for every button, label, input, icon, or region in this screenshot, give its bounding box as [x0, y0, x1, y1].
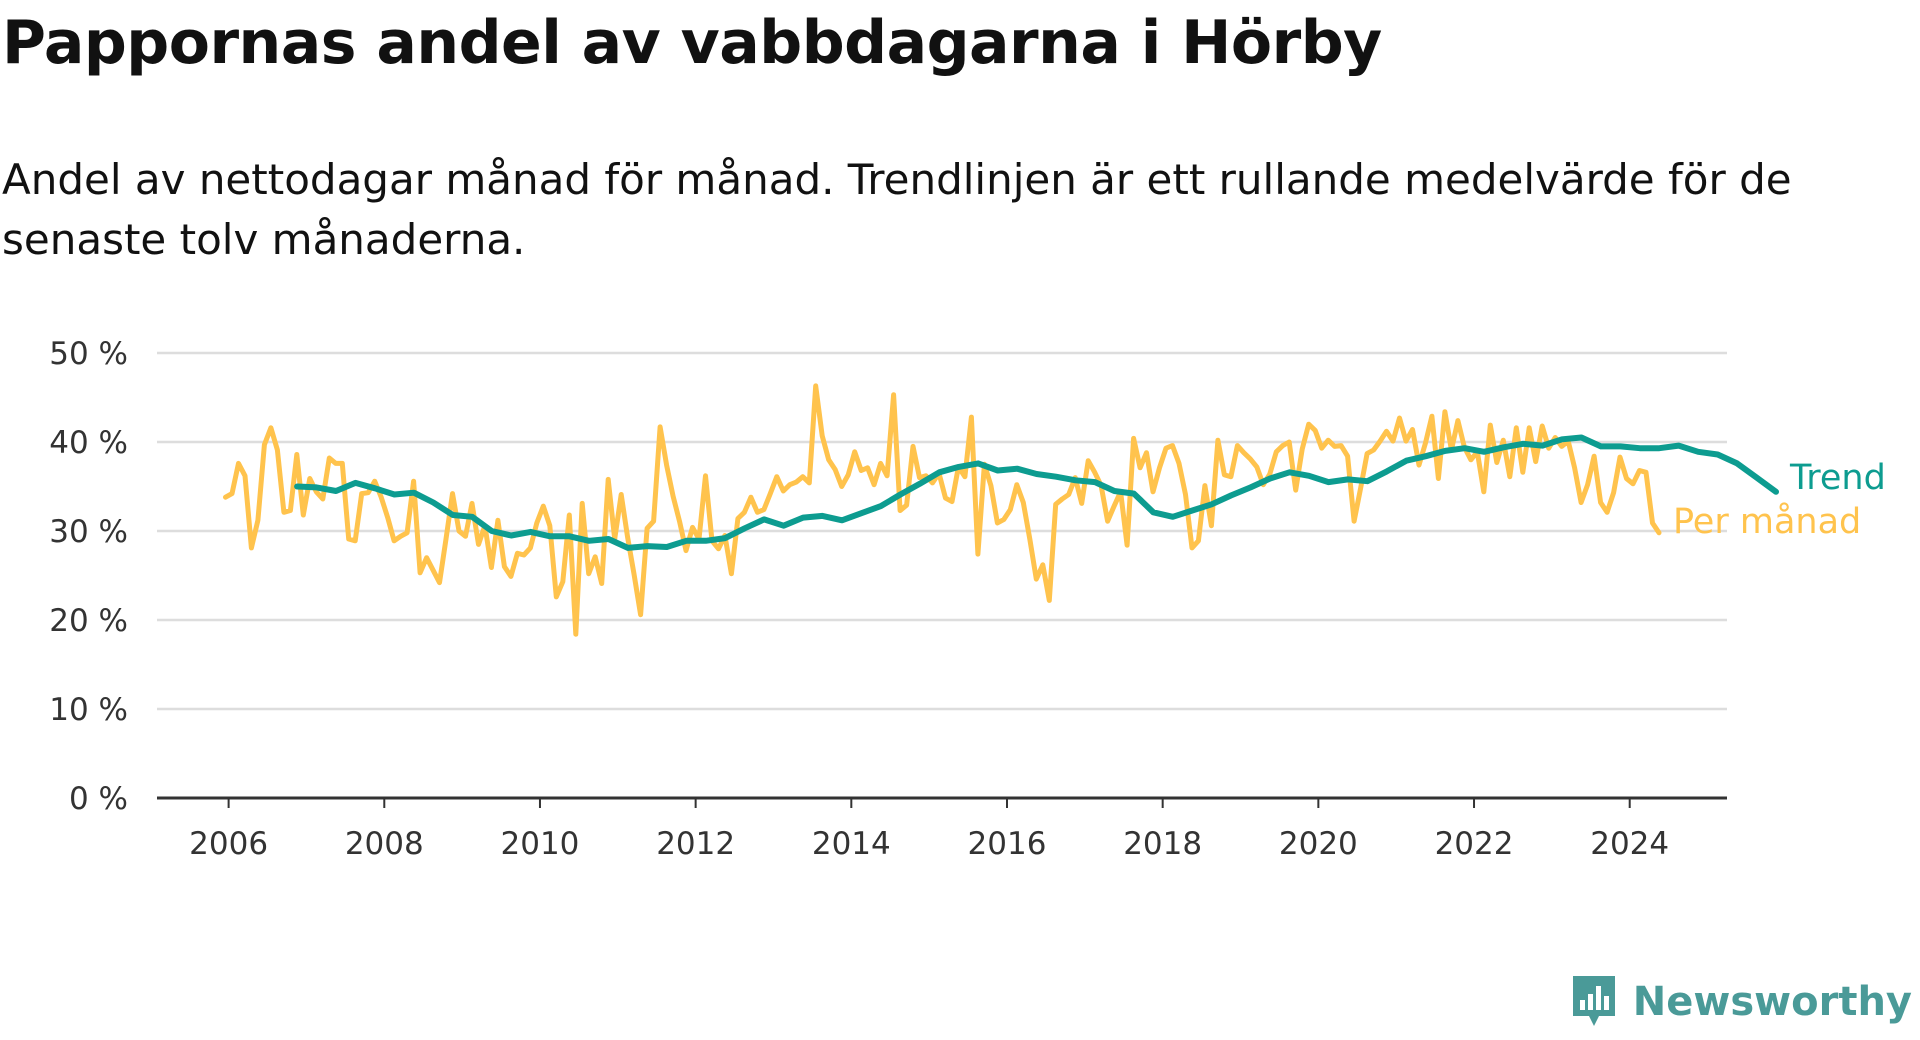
- x-tick-label: 2008: [345, 826, 424, 862]
- y-tick-label: 0 %: [69, 781, 128, 817]
- y-tick-label: 30 %: [49, 514, 128, 550]
- y-axis-ticks: 0 % 10 % 20 % 30 % 40 % 50 %: [49, 336, 128, 817]
- x-tick-label: 2010: [501, 826, 580, 862]
- y-tick-label: 20 %: [49, 603, 128, 639]
- x-tick-label: 2016: [968, 826, 1047, 862]
- brand-name: Newsworthy: [1632, 979, 1912, 1025]
- x-tick-label: 2012: [656, 826, 735, 862]
- series-line-trend: [294, 434, 1779, 551]
- newsworthy-brand: Newsworthy: [1569, 972, 1912, 1032]
- x-axis-ticks: 2006 2008 2010 2012 2014 2016 2018 2020 2022 2024: [189, 798, 1669, 862]
- gridlines: [157, 351, 1727, 800]
- y-tick-label: 40 %: [49, 425, 128, 461]
- x-tick-label: 2024: [1590, 826, 1669, 862]
- x-tick-label: 2022: [1435, 826, 1514, 862]
- y-tick-label: 10 %: [49, 692, 128, 728]
- x-tick-label: 2014: [812, 826, 891, 862]
- x-tick-label: 2020: [1279, 826, 1358, 862]
- legend-label-per-manad: Per månad: [1673, 501, 1861, 542]
- chart-subtitle: Andel av nettodagar månad för månad. Tre…: [2, 155, 1792, 264]
- x-tick-label: 2006: [189, 826, 268, 862]
- newsworthy-logo-icon: [1572, 976, 1615, 1026]
- legend-label-trend: Trend: [1789, 458, 1886, 498]
- chart-title: Pappornas andel av vabbdagarna i Hörby: [2, 8, 1382, 78]
- x-tick-label: 2018: [1123, 826, 1202, 862]
- y-tick-label: 50 %: [49, 336, 128, 372]
- line-chart: 0 % 10 % 20 % 30 % 40 % 50 % 2006 2008 2010 2012…: [49, 336, 1886, 862]
- series-line-per-manad: [223, 383, 1662, 637]
- series-lines: [223, 383, 1779, 637]
